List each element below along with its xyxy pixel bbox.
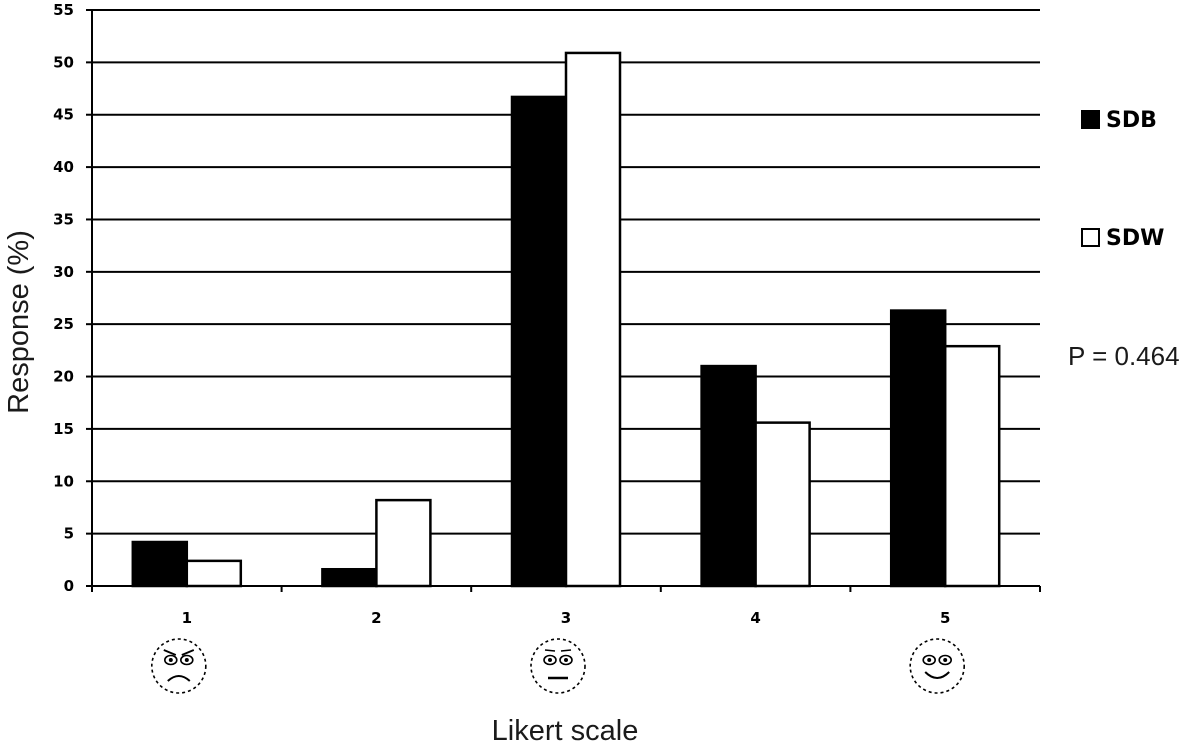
bar-sdb-2 [321, 567, 378, 588]
legend: SDB SDW [1081, 108, 1164, 251]
axes [86, 9, 1041, 592]
bar-sdb-5 [889, 309, 947, 588]
y-tick-label: 25 [53, 315, 74, 333]
bar-sdw-4 [754, 421, 811, 588]
bar-sdw-1 [185, 559, 243, 588]
x-tick-label: 2 [371, 609, 381, 627]
legend-label-sdw: SDW [1106, 226, 1164, 251]
bar-sdw-5 [943, 344, 1001, 588]
y-axis-title: Response (%) [3, 230, 35, 414]
x-tick-labels: 1 2 3 4 5 [182, 609, 951, 627]
y-tick-label: 15 [53, 420, 74, 438]
y-tick-label: 55 [53, 1, 74, 19]
y-tick-label: 50 [53, 53, 74, 71]
bar-sdb-1 [131, 540, 189, 588]
y-tick-label: 35 [53, 210, 74, 228]
x-axis-title: Likert scale [492, 715, 639, 743]
neutral-face-icon [530, 638, 586, 694]
legend-swatch-sdb [1081, 110, 1100, 129]
bar-sdb-3 [510, 95, 568, 588]
y-tick-label: 40 [53, 158, 74, 176]
y-tick-label: 45 [53, 106, 74, 124]
y-tick-label: 30 [53, 263, 74, 281]
bar-sdw-2 [375, 498, 432, 588]
happy-face-icon [909, 638, 966, 694]
x-tick-label: 1 [182, 609, 192, 627]
y-tick-label: 10 [53, 472, 74, 490]
legend-label-sdb: SDB [1106, 108, 1157, 133]
y-tick-labels: 0 5 10 15 20 25 30 35 40 45 50 55 [53, 1, 74, 595]
y-tick-label: 0 [64, 577, 74, 595]
bar-sdb-4 [700, 364, 757, 588]
sad-face-icon [151, 638, 207, 694]
category-face-icons [151, 638, 966, 694]
x-tick-label: 4 [750, 609, 760, 627]
bar-sdw-3 [564, 51, 622, 588]
bars [131, 51, 1001, 588]
legend-swatch-sdw [1081, 228, 1100, 247]
p-value-annotation: P = 0.464 [1068, 341, 1180, 371]
x-tick-label: 3 [561, 609, 571, 627]
x-tick-label: 5 [940, 609, 950, 627]
y-tick-label: 20 [53, 368, 74, 386]
y-tick-label: 5 [64, 525, 74, 543]
